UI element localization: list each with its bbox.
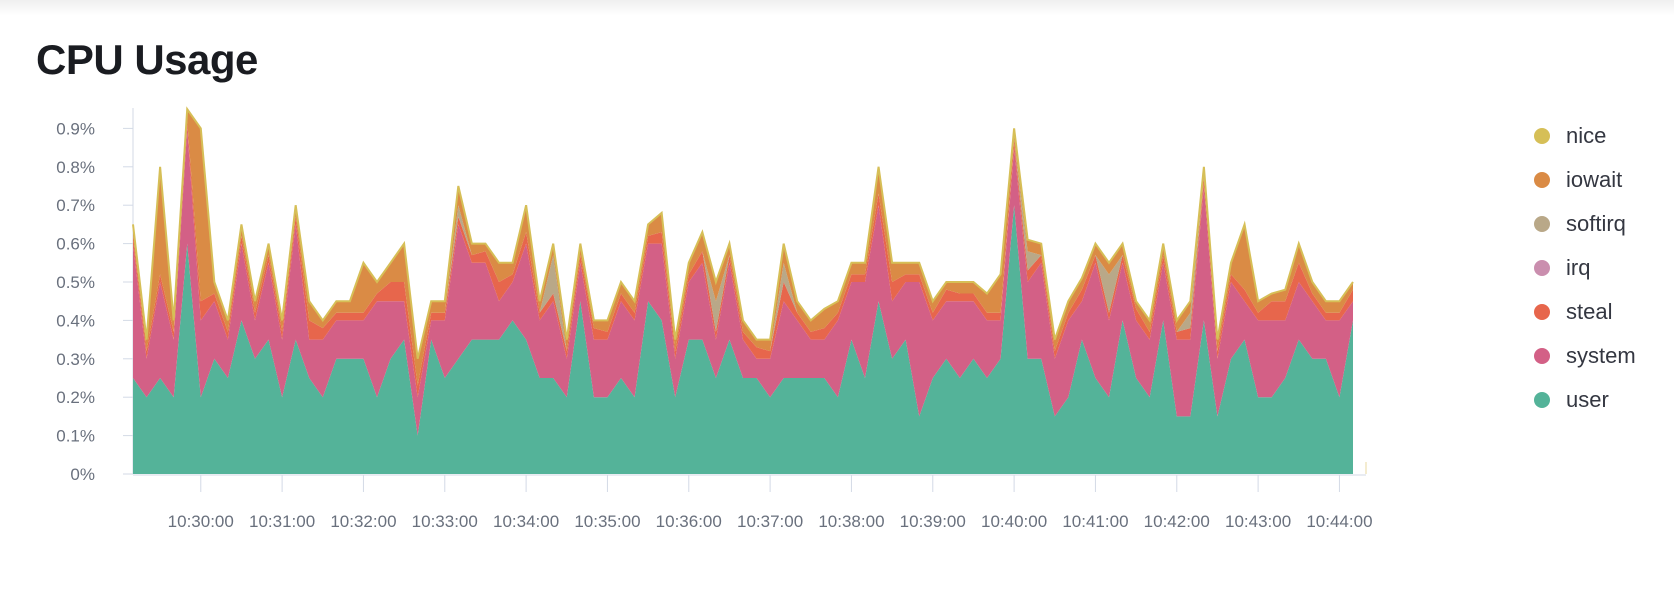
y-tick-label: 0.1% xyxy=(56,427,95,446)
legend-item-softirq[interactable]: softirq xyxy=(1534,202,1636,246)
legend-item-steal[interactable]: steal xyxy=(1534,290,1636,334)
x-tick-label: 10:34:00 xyxy=(493,512,559,531)
y-tick-label: 0% xyxy=(70,465,95,484)
x-tick-label: 10:42:00 xyxy=(1144,512,1210,531)
x-tick-label: 10:40:00 xyxy=(981,512,1047,531)
legend-item-irq[interactable]: irq xyxy=(1534,246,1636,290)
area-iowait xyxy=(133,109,1353,386)
x-tick-label: 10:37:00 xyxy=(737,512,803,531)
legend-label: user xyxy=(1566,387,1609,412)
x-tick-label: 10:30:00 xyxy=(168,512,234,531)
legend-item-nice[interactable]: nice xyxy=(1534,114,1636,158)
legend-swatch xyxy=(1534,128,1550,144)
legend-label: softirq xyxy=(1566,211,1626,236)
legend-item-system[interactable]: system xyxy=(1534,334,1636,378)
legend-label: iowait xyxy=(1566,167,1623,192)
x-tick-label: 10:32:00 xyxy=(330,512,396,531)
legend-label: irq xyxy=(1566,255,1591,280)
area-user xyxy=(133,205,1353,474)
legend-label: system xyxy=(1566,343,1636,368)
y-tick-label: 0.8% xyxy=(56,158,95,177)
legend-swatch xyxy=(1534,392,1550,408)
legend-swatch xyxy=(1534,172,1550,188)
y-tick-label: 0.4% xyxy=(56,311,95,330)
legend-swatch xyxy=(1534,260,1550,276)
total-outline xyxy=(132,106,1354,360)
y-tick-label: 0.2% xyxy=(56,388,95,407)
chart-legend: nice iowait softirq irq steal system user xyxy=(1534,114,1636,422)
panel-title: CPU Usage xyxy=(36,36,258,83)
legend-item-user[interactable]: user xyxy=(1534,378,1636,422)
x-tick-label: 10:41:00 xyxy=(1062,512,1128,531)
y-tick-label: 0.9% xyxy=(56,119,95,138)
legend-label: nice xyxy=(1566,123,1607,148)
x-tick-label: 10:39:00 xyxy=(900,512,966,531)
y-tick-label: 0.6% xyxy=(56,235,95,254)
x-tick-label: 10:35:00 xyxy=(574,512,640,531)
legend-swatch xyxy=(1534,348,1550,364)
legend-item-iowait[interactable]: iowait xyxy=(1534,158,1636,202)
y-tick-label: 0.3% xyxy=(56,350,95,369)
x-tick-label: 10:33:00 xyxy=(412,512,478,531)
x-tick-label: 10:36:00 xyxy=(656,512,722,531)
legend-swatch xyxy=(1534,304,1550,320)
y-tick-label: 0.5% xyxy=(56,273,95,292)
x-tick-label: 10:38:00 xyxy=(818,512,884,531)
legend-swatch xyxy=(1534,216,1550,232)
x-tick-label: 10:43:00 xyxy=(1225,512,1291,531)
x-tick-label: 10:31:00 xyxy=(249,512,315,531)
legend-label: steal xyxy=(1566,299,1613,324)
area-system xyxy=(133,128,1353,436)
x-tick-label: 10:44:00 xyxy=(1306,512,1372,531)
panel-top-shadow xyxy=(0,0,1674,16)
y-tick-label: 0.7% xyxy=(56,196,95,215)
